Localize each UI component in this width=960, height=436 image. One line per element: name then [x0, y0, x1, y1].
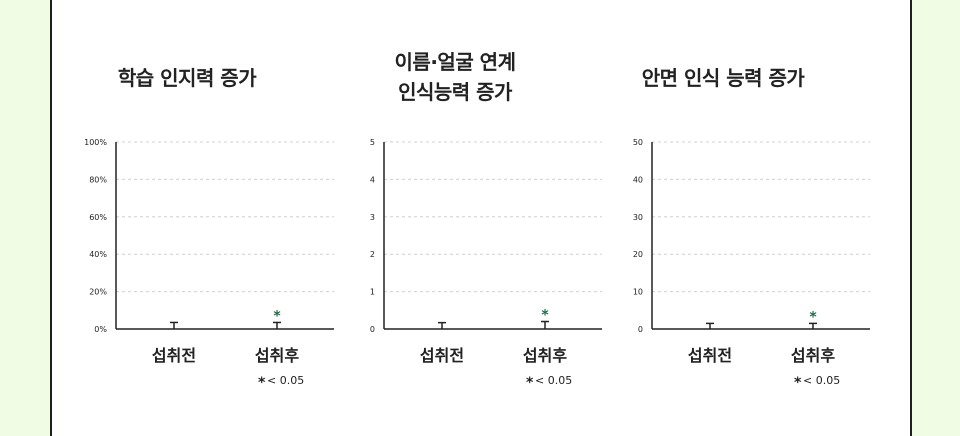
y-tick-label: 20% — [89, 288, 107, 297]
x-category-label: 섭취후 — [791, 346, 835, 365]
y-tick-label: 4 — [370, 175, 375, 184]
chart-title-line: 인식능력 증가 — [398, 80, 512, 104]
y-tick-label: 0 — [638, 325, 643, 334]
y-tick-label: 20 — [633, 250, 643, 259]
x-category-label: 섭취후 — [255, 346, 299, 365]
significance-marker: * — [273, 308, 281, 324]
y-tick-label: 5 — [370, 138, 375, 147]
y-tick-label: 100% — [84, 138, 107, 147]
y-tick-label: 30 — [633, 213, 643, 222]
chart-panel-facial-recognition: 안면 인식 능력 증가 0 10 20 30 40 50 섭취전 * 섭취후 * < 0.05 — [588, 0, 870, 428]
y-tick-label: 50 — [633, 138, 643, 147]
y-tick-label: 80% — [89, 175, 107, 184]
x-category-label: 섭취후 — [523, 346, 567, 365]
y-tick-label: 3 — [370, 213, 375, 222]
y-tick-label: 40% — [89, 250, 107, 259]
footnote-marker: * — [258, 375, 266, 391]
footnote-marker: * — [794, 375, 802, 391]
footnote-marker: * — [526, 375, 534, 391]
footnote-text: < 0.05 — [803, 374, 840, 387]
chart-title-line: 안면 인식 능력 증가 — [641, 66, 805, 90]
x-category-label: 섭취전 — [152, 346, 196, 365]
y-tick-label: 10 — [633, 288, 643, 297]
y-tick-label: 0% — [94, 325, 107, 334]
significance-marker: * — [809, 309, 817, 325]
chart-title-line: 학습 인지력 증가 — [117, 66, 257, 90]
chart-title: 안면 인식 능력 증가 — [588, 63, 858, 93]
x-category-label: 섭취전 — [688, 346, 732, 365]
chart-title: 이름·얼굴 연계 인식능력 증가 — [320, 47, 590, 107]
chart-card: 학습 인지력 증가 0% 20% 40% 60% 80% 100% 섭취전 * 섭취후 * < 0.… — [50, 0, 912, 436]
significance-marker: * — [541, 308, 549, 324]
y-tick-label: 1 — [370, 288, 375, 297]
y-tick-label: 60% — [89, 213, 107, 222]
chart-svg: 0%20%40%60%80%100%섭취전*섭취후* < 0.05 — [84, 138, 334, 391]
x-category-label: 섭취전 — [420, 346, 464, 365]
y-tick-label: 2 — [370, 250, 375, 259]
chart-title: 학습 인지력 증가 — [52, 63, 322, 93]
footnote-text: < 0.05 — [535, 374, 572, 387]
chart-panel-name-face-recognition: 이름·얼굴 연계 인식능력 증가 0 1 2 3 4 5 섭취전 * 섭취후 * < 0.05 — [320, 0, 602, 428]
y-tick-label: 40 — [633, 175, 643, 184]
footnote-text: < 0.05 — [267, 374, 304, 387]
chart-title-line: 이름·얼굴 연계 — [394, 50, 516, 74]
chart-panel-learning-cognition: 학습 인지력 증가 0% 20% 40% 60% 80% 100% 섭취전 * 섭취후 * < 0.… — [52, 0, 334, 428]
y-tick-label: 0 — [370, 325, 375, 334]
